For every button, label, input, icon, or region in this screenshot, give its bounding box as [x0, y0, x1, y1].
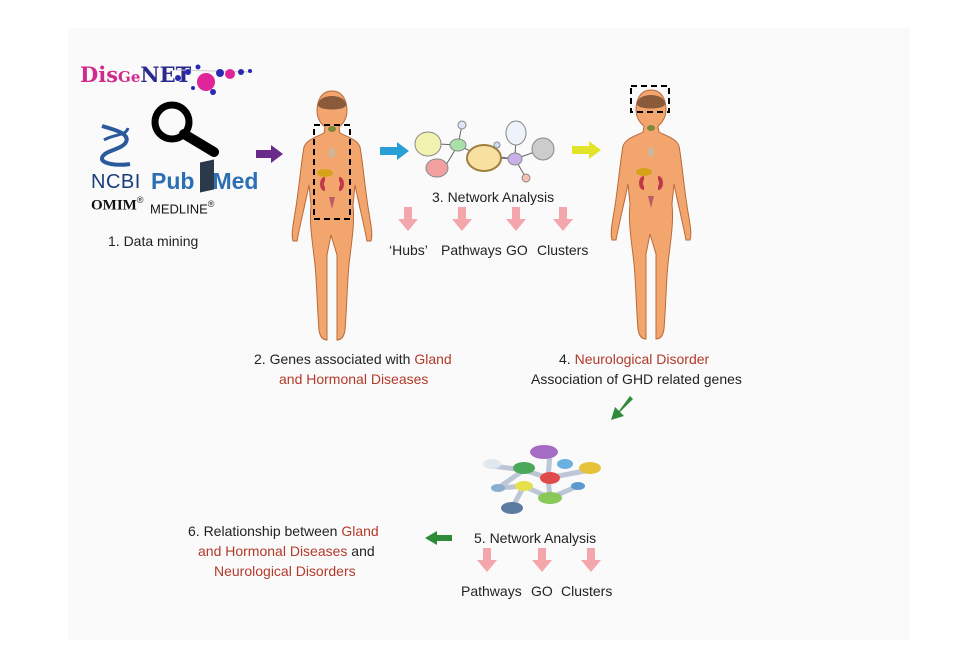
figure-panel	[68, 28, 910, 640]
magnifier-icon	[151, 101, 219, 157]
step5-output-pathways: Pathways	[461, 583, 522, 599]
arrow-blue	[380, 142, 409, 160]
step3-label: 3. Network Analysis	[432, 189, 555, 205]
step5-label: 5. Network Analysis	[474, 530, 597, 546]
step5-output-clusters: Clusters	[561, 583, 613, 599]
step6-label-line2: and Hormonal Diseases and	[198, 543, 375, 559]
network-graph-1	[414, 120, 555, 183]
disgenet-network-icon	[175, 64, 254, 95]
arrow-yellow	[572, 141, 601, 159]
medline-label: MEDLINE®	[150, 199, 215, 217]
ncbi-label: NCBI	[91, 171, 141, 193]
network-graph-2	[483, 445, 601, 514]
arrow-green-diagonal	[611, 396, 633, 420]
step3-down-arrows	[398, 207, 573, 231]
pubmed-med: Med	[212, 168, 259, 194]
disgenet-net: NET	[140, 62, 192, 87]
step3-output-go: GO	[506, 242, 528, 258]
step6-label-line1: 6. Relationship between Gland	[188, 523, 379, 539]
step3-output-pathways: Pathways	[441, 242, 502, 258]
step2-label-line2: and Hormonal Diseases	[279, 371, 429, 387]
disgenet-dis: Dis	[80, 62, 119, 87]
ncbi-helix-icon	[100, 124, 131, 167]
step6-highlight-gland: Gland	[341, 523, 379, 539]
step2-label-line1: 2. Genes associated with Gland	[254, 351, 452, 367]
step5-output-go: GO	[531, 583, 553, 599]
disgenet-ge: Ge	[118, 68, 141, 86]
step5-down-arrows	[477, 548, 601, 572]
step4-label-line1: 4. Neurological Disorder	[559, 351, 710, 367]
pubmed-logo: Pub Med	[151, 159, 259, 195]
pubmed-pub: Pub	[151, 168, 195, 194]
step6-label-line3: Neurological Disorders	[214, 563, 356, 579]
pubmed-book-icon	[200, 159, 214, 193]
disgenet-logo: DisGeNET	[80, 62, 191, 87]
step4-highlight: Neurological Disorder	[574, 351, 710, 367]
step3-output-hubs: ‘Hubs’	[389, 242, 428, 258]
step1-label: 1. Data mining	[108, 233, 199, 249]
human-body-figure-1	[291, 90, 373, 341]
human-body-figure-2	[610, 85, 692, 340]
step3-output-clusters: Clusters	[537, 242, 589, 258]
arrow-green-left	[425, 531, 452, 545]
step4-label-line2: Association of GHD related genes	[531, 371, 742, 387]
step6-highlight-hormonal: and Hormonal Diseases	[198, 543, 348, 559]
omim-label: OMIM®	[91, 195, 144, 214]
step2-highlight-gland: Gland	[414, 351, 452, 367]
arrow-purple	[256, 145, 283, 163]
